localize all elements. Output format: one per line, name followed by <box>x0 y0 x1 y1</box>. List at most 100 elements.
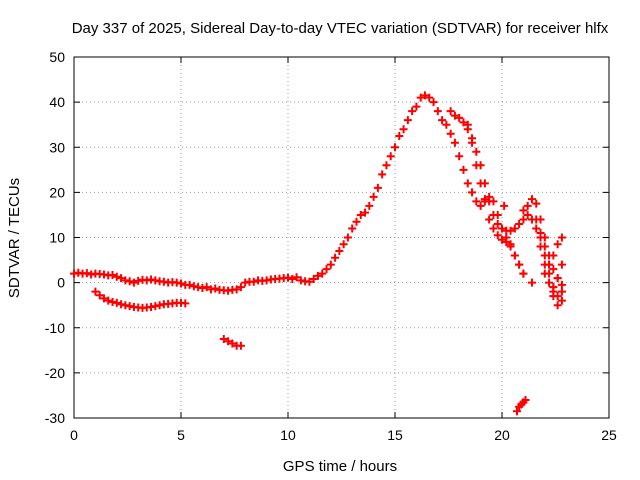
data-point <box>476 179 485 188</box>
y-tick-label: 10 <box>49 230 65 246</box>
data-point <box>322 265 331 274</box>
series-dip-track <box>91 287 190 312</box>
data-point <box>545 278 554 287</box>
data-point <box>219 335 228 344</box>
axis-ticks <box>73 56 610 419</box>
series-outliers <box>500 201 536 287</box>
data-point <box>403 116 412 125</box>
data-point <box>288 275 297 284</box>
x-tick-label: 5 <box>177 427 185 443</box>
data-point <box>399 125 408 134</box>
data-point <box>185 280 194 289</box>
data-point <box>549 283 558 292</box>
x-tick-label: 10 <box>280 427 296 443</box>
data-point <box>339 240 348 249</box>
data-point <box>553 240 562 249</box>
data-point <box>313 271 322 280</box>
data-point <box>386 152 395 161</box>
data-point <box>450 138 459 147</box>
y-tick-labels: -30 -20 -10 0 10 20 30 40 50 <box>45 49 65 426</box>
data-point <box>211 284 220 293</box>
data-point <box>455 113 464 122</box>
data-point <box>416 93 425 102</box>
data-point <box>352 217 361 226</box>
data-point <box>468 138 477 147</box>
data-point <box>532 215 541 224</box>
data-point <box>493 219 502 228</box>
data-point <box>446 129 455 138</box>
x-tick-labels: 0 5 10 15 20 25 <box>70 427 617 443</box>
data-point <box>519 269 528 278</box>
data-point <box>450 111 459 120</box>
data-point <box>433 107 442 116</box>
data-point <box>429 98 438 107</box>
data-point <box>249 277 258 286</box>
data-point <box>112 272 121 281</box>
data-point <box>519 215 528 224</box>
data-point <box>335 247 344 256</box>
x-tick-label: 20 <box>494 427 510 443</box>
data-point <box>224 337 233 346</box>
data-point <box>459 118 468 127</box>
data-point <box>485 215 494 224</box>
data-point <box>412 102 421 111</box>
data-point <box>425 93 434 102</box>
data-point <box>536 233 545 242</box>
data-point <box>498 224 506 233</box>
data-point <box>365 201 374 210</box>
data-point <box>326 260 335 269</box>
x-tick-label: 15 <box>387 427 403 443</box>
data-point <box>512 407 521 416</box>
data-point <box>557 280 566 289</box>
data-point <box>369 192 378 201</box>
series-late-track-d <box>536 233 566 310</box>
data-point <box>292 273 301 282</box>
data-point <box>202 283 211 292</box>
data-point <box>540 251 549 260</box>
data-point <box>82 269 91 278</box>
data-point <box>309 275 318 284</box>
data-point <box>442 120 451 129</box>
series-segment-21h <box>512 395 530 416</box>
y-tick-label: -30 <box>45 410 65 426</box>
data-point <box>236 341 245 350</box>
data-point <box>104 296 113 305</box>
series-late-track-a <box>463 120 528 278</box>
data-point <box>489 210 498 219</box>
data-point <box>557 296 566 305</box>
data-point <box>373 183 382 192</box>
data-point <box>489 224 498 233</box>
data-point <box>553 274 562 283</box>
data-point <box>527 278 536 287</box>
data-point <box>112 298 121 307</box>
data-point <box>125 277 134 286</box>
data-point <box>510 251 519 260</box>
data-point <box>318 269 327 278</box>
data-point <box>348 224 357 233</box>
data-point <box>500 201 509 210</box>
y-tick-label: 0 <box>57 275 65 291</box>
data-point <box>519 206 528 215</box>
data-point <box>455 152 464 161</box>
data-point <box>557 287 566 296</box>
grid <box>74 57 609 418</box>
data-point <box>305 277 314 286</box>
data-point <box>532 224 541 233</box>
data-point <box>463 179 472 188</box>
data-point <box>510 224 519 233</box>
series-segment-7h <box>219 335 245 350</box>
y-tick-label: 40 <box>49 94 65 110</box>
series-late-track-b <box>519 195 566 289</box>
data-point <box>553 292 562 301</box>
y-tick-label: 30 <box>49 139 65 155</box>
data-point <box>99 294 108 303</box>
data-point <box>459 165 468 174</box>
data-point <box>331 253 340 262</box>
data-point <box>95 291 104 300</box>
data-point <box>553 301 562 310</box>
data-point <box>521 395 530 404</box>
data-point <box>515 219 524 228</box>
data-point <box>232 285 241 294</box>
data-point <box>498 235 506 244</box>
data-point <box>361 208 370 217</box>
